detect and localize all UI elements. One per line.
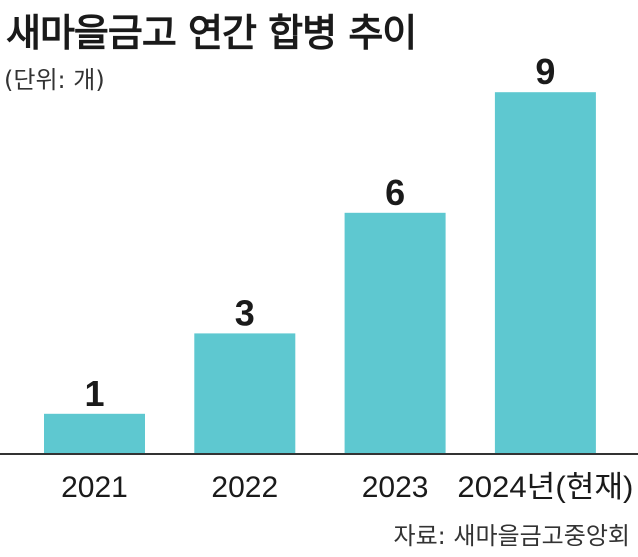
data-label-2: 3: [235, 292, 255, 333]
data-label-3: 6: [385, 172, 405, 213]
bar-3: [344, 212, 446, 454]
labels-group: 1 2021 3 2022 6 2023 9 2024년(현재): [61, 51, 633, 504]
bars-group: [44, 92, 596, 454]
bar-2: [194, 333, 296, 454]
x-tick-label-3: 2023: [362, 471, 429, 504]
bar-4: [494, 92, 596, 454]
chart-title: 새마을금고 연간 합병 추이: [6, 11, 417, 55]
data-label-4: 9: [535, 51, 555, 92]
x-tick-label-1: 2021: [61, 471, 128, 504]
bar-1: [44, 413, 145, 454]
x-tick-label-2: 2022: [211, 471, 278, 504]
unit-note: (단위: 개): [4, 66, 105, 94]
x-tick-label-4: 2024년(현재): [457, 471, 633, 504]
data-label-1: 1: [84, 373, 104, 414]
source-note: 자료: 새마을금고중앙회: [393, 522, 630, 550]
